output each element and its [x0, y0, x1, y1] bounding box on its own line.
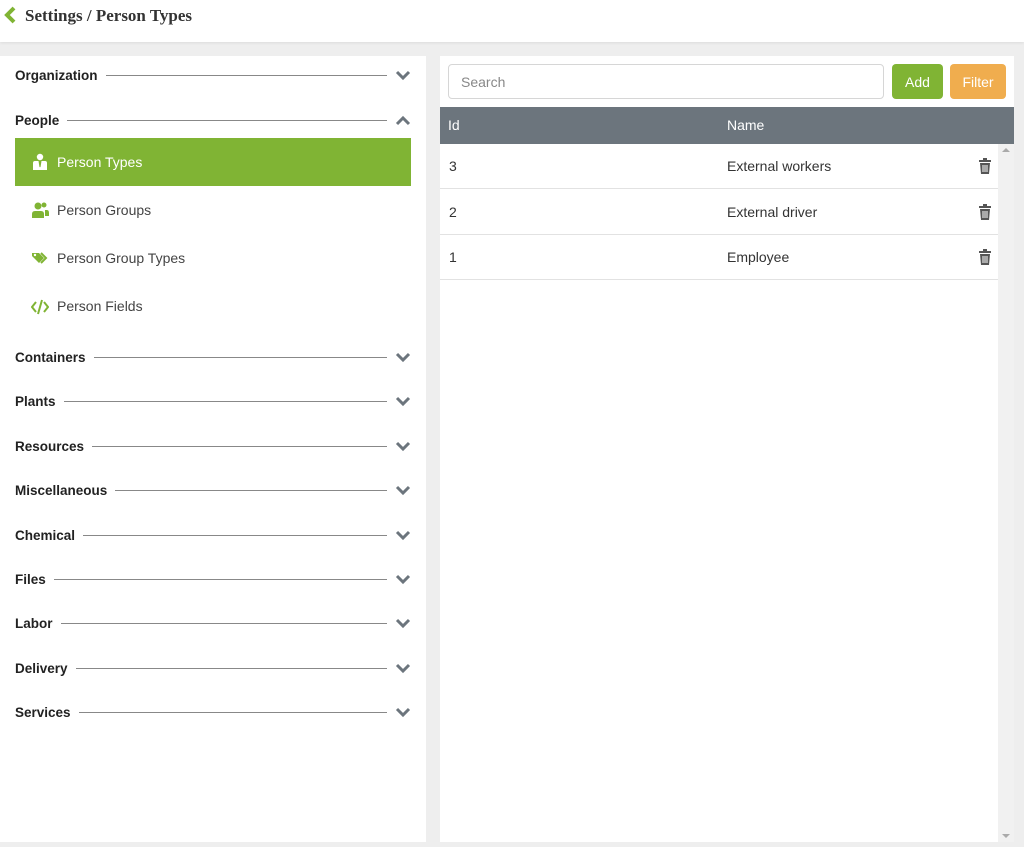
add-button[interactable]: Add [892, 64, 943, 99]
person-tie-icon [33, 153, 47, 170]
section-resources[interactable]: Resources [15, 434, 411, 458]
cell-name: External driver [727, 203, 818, 220]
section-label: Miscellaneous [15, 482, 108, 498]
section-organization[interactable]: Organization [15, 63, 411, 87]
sidebar-item-person-groups[interactable]: Person Groups [15, 186, 411, 234]
section-containers[interactable]: Containers [15, 345, 411, 369]
section-label: Services [15, 704, 71, 720]
divider [83, 534, 387, 536]
table-row[interactable]: 2 External driver [440, 190, 998, 235]
section-people[interactable]: People [15, 108, 411, 132]
chevron-down-icon[interactable] [395, 69, 411, 81]
cell-id: 1 [449, 249, 457, 265]
section-label: Delivery [15, 660, 68, 676]
tags-icon [32, 252, 48, 264]
sidebar-item-person-group-types[interactable]: Person Group Types [15, 234, 411, 282]
section-label: Files [15, 571, 46, 587]
chevron-down-icon[interactable] [395, 529, 411, 541]
section-files[interactable]: Files [15, 567, 411, 591]
trash-icon[interactable] [978, 158, 992, 174]
section-label: Organization [15, 67, 98, 83]
table-header: Id Name [440, 107, 1014, 144]
chevron-down-icon[interactable] [395, 395, 411, 407]
column-header-name[interactable]: Name [727, 117, 765, 133]
table-scrollbar[interactable] [998, 144, 1014, 842]
table-row[interactable]: 3 External workers [440, 144, 998, 189]
section-label: People [15, 112, 60, 128]
column-header-id[interactable]: Id [448, 117, 460, 133]
sidebar-item-person-types[interactable]: Person Types [15, 138, 411, 186]
divider [105, 74, 387, 76]
sidebar-item-label: Person Groups [57, 202, 152, 218]
trash-icon[interactable] [978, 249, 992, 265]
search-input[interactable] [448, 64, 884, 99]
sidebar-item-label: Person Fields [57, 298, 143, 314]
section-label: Plants [15, 393, 56, 409]
users-icon [32, 202, 49, 218]
section-delivery[interactable]: Delivery [15, 656, 411, 680]
chevron-down-icon[interactable] [395, 484, 411, 496]
chevron-down-icon[interactable] [395, 662, 411, 674]
section-label: Containers [15, 349, 86, 365]
section-miscellaneous[interactable]: Miscellaneous [15, 478, 411, 502]
divider [115, 489, 387, 491]
scroll-down-icon[interactable] [1002, 834, 1010, 838]
section-label: Labor [15, 615, 53, 631]
page-header: Settings / Person Types [0, 0, 1024, 42]
page-title: Settings / Person Types [25, 6, 193, 25]
chevron-down-icon[interactable] [395, 351, 411, 363]
trash-icon[interactable] [978, 203, 992, 220]
chevron-down-icon[interactable] [395, 440, 411, 452]
divider [63, 400, 387, 402]
filter-button[interactable]: Filter [950, 64, 1006, 99]
table-row[interactable]: 1 Employee [440, 235, 998, 280]
chevron-down-icon[interactable] [395, 617, 411, 629]
divider [93, 356, 387, 358]
section-chemical[interactable]: Chemical [15, 523, 411, 547]
cell-name: External workers [727, 158, 832, 174]
sidebar-item-person-fields[interactable]: Person Fields [15, 282, 411, 330]
section-plants[interactable]: Plants [15, 389, 411, 413]
divider [53, 578, 387, 580]
divider [92, 445, 387, 447]
cell-name: Employee [727, 249, 790, 265]
sidebar-item-label: Person Types [57, 154, 143, 170]
divider [75, 667, 387, 669]
chevron-down-icon[interactable] [395, 573, 411, 585]
scroll-up-icon[interactable] [1002, 148, 1010, 152]
section-services[interactable]: Services [15, 700, 411, 724]
settings-sidebar: Organization People Person Types Person Gro… [0, 56, 426, 842]
main-panel: Add Filter Id Name 3 External workers 2 Ext… [440, 56, 1014, 842]
section-label: Chemical [15, 527, 76, 543]
divider [78, 711, 387, 713]
section-labor[interactable]: Labor [15, 611, 411, 635]
divider [60, 622, 387, 624]
cell-id: 3 [449, 158, 457, 174]
chevron-down-icon[interactable] [395, 706, 411, 718]
divider [67, 119, 387, 121]
section-label: Resources [15, 438, 85, 454]
chevron-up-icon[interactable] [395, 114, 411, 126]
cell-id: 2 [449, 203, 457, 220]
code-icon [31, 299, 49, 315]
back-chevron-icon[interactable] [3, 6, 17, 24]
sidebar-item-label: Person Group Types [57, 250, 186, 266]
